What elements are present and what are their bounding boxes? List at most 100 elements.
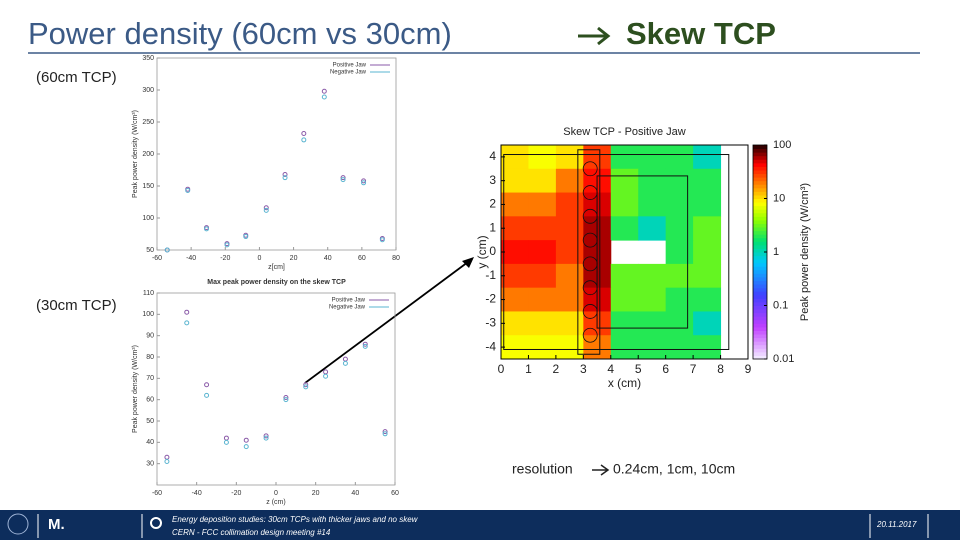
heat-cell bbox=[638, 192, 667, 217]
colorbar-step bbox=[753, 273, 767, 278]
colorbar-tick-label: 100 bbox=[773, 139, 791, 151]
x-tick-label: 6 bbox=[662, 362, 669, 376]
x-tick-label: -60 bbox=[152, 255, 162, 262]
x-tick-label: 9 bbox=[745, 362, 752, 376]
heat-cell bbox=[528, 168, 557, 194]
plot-frame bbox=[156, 292, 396, 486]
heat-cell bbox=[638, 335, 667, 360]
heat-cell bbox=[555, 263, 584, 289]
heat-cell bbox=[610, 311, 639, 336]
y-tick-label: 250 bbox=[142, 119, 154, 126]
x-tick-label: 1 bbox=[525, 362, 532, 376]
point bbox=[382, 431, 388, 437]
point bbox=[283, 395, 289, 401]
colorbar-label: Peak power density (W/cm³) bbox=[799, 183, 811, 321]
legend-label: Negative Jaw bbox=[329, 305, 366, 311]
x-tick-label: 40 bbox=[324, 255, 332, 262]
colorbar-step bbox=[753, 316, 767, 321]
footer-logo bbox=[7, 513, 29, 535]
heat-cell bbox=[501, 263, 529, 289]
heat-cell bbox=[501, 145, 529, 170]
footer-date: 20.11.2017 bbox=[876, 520, 917, 529]
heat-cell bbox=[693, 216, 722, 241]
colorbar-step bbox=[753, 227, 767, 232]
x-tick-label: -20 bbox=[231, 490, 241, 497]
point bbox=[362, 343, 368, 349]
colorbar-step bbox=[753, 223, 767, 228]
y-axis-label: Peak power density (W/cm³) bbox=[132, 110, 139, 198]
heat-cell bbox=[555, 168, 584, 194]
heat-cell bbox=[501, 192, 529, 217]
heat-cell bbox=[693, 287, 722, 312]
point bbox=[361, 178, 367, 184]
y-tick-label: 300 bbox=[142, 87, 154, 94]
slide-title-emphasis: Skew TCP bbox=[626, 16, 776, 51]
colorbar-step bbox=[753, 219, 767, 224]
heat-cell bbox=[693, 311, 722, 336]
y-tick-label: 50 bbox=[146, 247, 154, 254]
point bbox=[204, 226, 210, 232]
colorbar-step bbox=[753, 337, 767, 342]
x-tick-label: -40 bbox=[192, 490, 202, 497]
x-axis-label: z[cm] bbox=[268, 264, 285, 271]
heat-cell bbox=[501, 168, 529, 194]
heat-cell bbox=[528, 311, 557, 336]
heat-cell bbox=[501, 287, 529, 312]
colorbar-step bbox=[753, 152, 767, 157]
heat-cell bbox=[665, 287, 694, 312]
colorbar-step bbox=[753, 252, 767, 257]
colorbar-step bbox=[753, 341, 767, 346]
heat-cell bbox=[665, 145, 694, 170]
x-tick-label: 4 bbox=[607, 362, 614, 376]
heat-cell bbox=[638, 145, 667, 170]
heat-cell bbox=[693, 168, 722, 194]
pointer-arrow-head bbox=[462, 257, 474, 268]
beam-marker bbox=[582, 161, 598, 177]
point bbox=[204, 392, 210, 398]
point bbox=[382, 429, 388, 435]
x-tick-label: -20 bbox=[220, 255, 230, 262]
colorbar-step bbox=[753, 194, 767, 199]
point bbox=[303, 384, 309, 390]
point bbox=[164, 247, 170, 253]
point bbox=[282, 175, 288, 181]
heat-cell bbox=[555, 216, 584, 241]
heat-cell bbox=[610, 287, 639, 312]
beam-marker bbox=[582, 208, 598, 224]
heat-cell bbox=[555, 287, 584, 312]
y-tick-label: 110 bbox=[143, 290, 154, 297]
y-tick-label: 2 bbox=[489, 197, 496, 211]
point bbox=[243, 444, 249, 450]
colorbar-step bbox=[753, 237, 767, 242]
colorbar-step bbox=[753, 184, 767, 189]
point bbox=[223, 439, 229, 445]
heat-cell bbox=[555, 145, 584, 170]
y-axis-label: Peak power density (W/cm³) bbox=[132, 345, 139, 433]
y-tick-label: 1 bbox=[489, 220, 496, 234]
footer-pin bbox=[150, 517, 162, 529]
beam-marker bbox=[582, 185, 598, 200]
colorbar-step bbox=[753, 166, 767, 171]
colorbar-step bbox=[753, 348, 767, 353]
colorbar-step bbox=[753, 205, 767, 210]
y-tick-label: 3 bbox=[489, 173, 496, 187]
colorbar-tick-label: 1 bbox=[773, 246, 779, 258]
heat-cell bbox=[610, 145, 639, 170]
point bbox=[283, 397, 289, 403]
colorbar-step bbox=[753, 351, 767, 356]
colorbar-step bbox=[753, 216, 767, 221]
colorbar-step bbox=[753, 291, 767, 296]
colorbar-step bbox=[753, 191, 767, 196]
heat-cell bbox=[555, 240, 584, 265]
colorbar-step bbox=[753, 180, 767, 185]
beam-marker bbox=[582, 304, 598, 319]
colorbar-step bbox=[753, 287, 767, 292]
colorbar-step bbox=[753, 355, 767, 360]
point bbox=[164, 454, 170, 460]
y-tick-label: 200 bbox=[142, 151, 154, 158]
point bbox=[340, 177, 346, 183]
heat-cell bbox=[528, 263, 557, 289]
point bbox=[282, 171, 288, 177]
pointer-arrow bbox=[304, 261, 469, 384]
